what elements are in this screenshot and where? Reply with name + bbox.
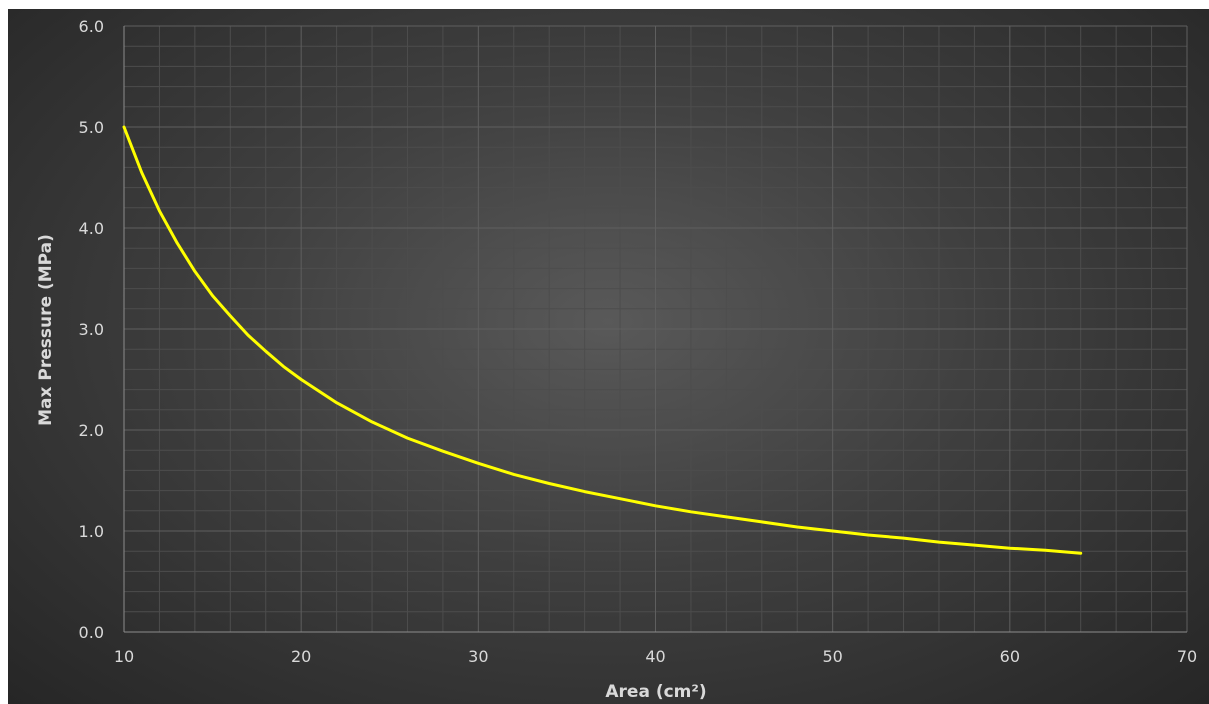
y-tick-label: 2.0 — [79, 421, 104, 440]
x-axis-ticks: 10 20 30 40 50 60 70 — [114, 647, 1197, 666]
chart-area — [8, 9, 1209, 704]
x-tick-label: 70 — [1177, 647, 1197, 666]
y-axis-title: Max Pressure (MPa) — [36, 234, 56, 426]
x-tick-label: 50 — [822, 647, 842, 666]
x-tick-label: 60 — [1000, 647, 1020, 666]
series-line — [122, 125, 1083, 555]
y-tick-label: 1.0 — [79, 522, 104, 541]
y-tick-label: 0.0 — [79, 623, 104, 642]
y-tick-label: 3.0 — [79, 320, 104, 339]
x-axis-title: Area (cm²) — [605, 682, 706, 702]
major-gridlines — [124, 25, 1188, 632]
y-tick-label: 6.0 — [79, 17, 104, 36]
y-tick-label: 5.0 — [79, 118, 104, 137]
x-tick-label: 30 — [468, 647, 488, 666]
y-axis-ticks: 0.0 1.0 2.0 3.0 4.0 5.0 6.0 — [79, 17, 104, 642]
x-tick-label: 40 — [645, 647, 665, 666]
x-tick-label: 20 — [291, 647, 311, 666]
x-tick-label: 10 — [114, 647, 134, 666]
y-tick-label: 4.0 — [79, 219, 104, 238]
series-layer — [122, 125, 1083, 555]
